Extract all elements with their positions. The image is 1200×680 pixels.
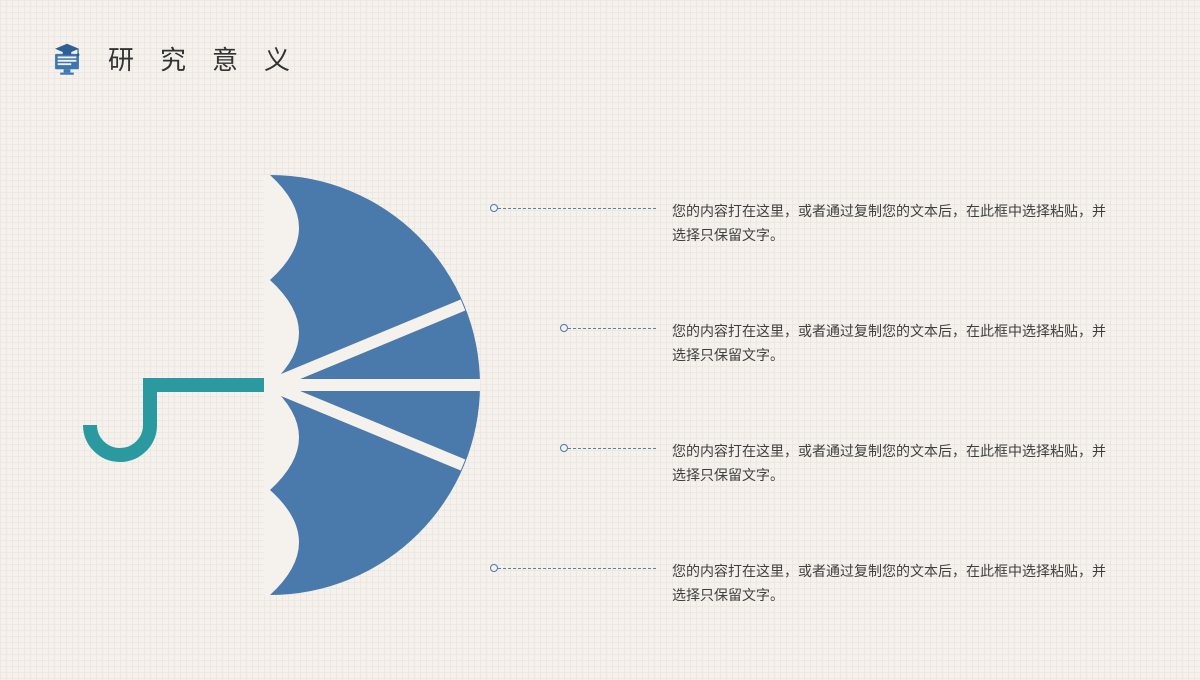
bullet-item: 您的内容打在这里，或者通过复制您的文本后，在此框中选择粘贴，并选择只保留文字。 [560, 320, 1200, 368]
bullet-text: 您的内容打在这里，或者通过复制您的文本后，在此框中选择粘贴，并选择只保留文字。 [672, 440, 1117, 488]
connector-line [568, 328, 656, 329]
connector-line [498, 208, 656, 209]
slide-header: 研究意义 [50, 40, 316, 77]
graduation-monitor-icon [50, 42, 84, 76]
bullet-list: 您的内容打在这里，或者通过复制您的文本后，在此框中选择粘贴，并选择只保留文字。 … [480, 0, 1200, 680]
umbrella-graphic [40, 145, 520, 625]
bullet-item: 您的内容打在这里，或者通过复制您的文本后，在此框中选择粘贴，并选择只保留文字。 [490, 200, 1170, 248]
bullet-dot-icon [490, 204, 498, 212]
bullet-text: 您的内容打在这里，或者通过复制您的文本后，在此框中选择粘贴，并选择只保留文字。 [672, 320, 1117, 368]
bullet-text: 您的内容打在这里，或者通过复制您的文本后，在此框中选择粘贴，并选择只保留文字。 [672, 200, 1117, 248]
bullet-text: 您的内容打在这里，或者通过复制您的文本后，在此框中选择粘贴，并选择只保留文字。 [672, 560, 1117, 608]
connector-line [568, 448, 656, 449]
bullet-dot-icon [490, 564, 498, 572]
bullet-item: 您的内容打在这里，或者通过复制您的文本后，在此框中选择粘贴，并选择只保留文字。 [490, 560, 1170, 608]
bullet-dot-icon [560, 324, 568, 332]
bullet-item: 您的内容打在这里，或者通过复制您的文本后，在此框中选择粘贴，并选择只保留文字。 [560, 440, 1200, 488]
bullet-dot-icon [560, 444, 568, 452]
slide-title: 研究意义 [108, 40, 316, 77]
connector-line [498, 568, 656, 569]
